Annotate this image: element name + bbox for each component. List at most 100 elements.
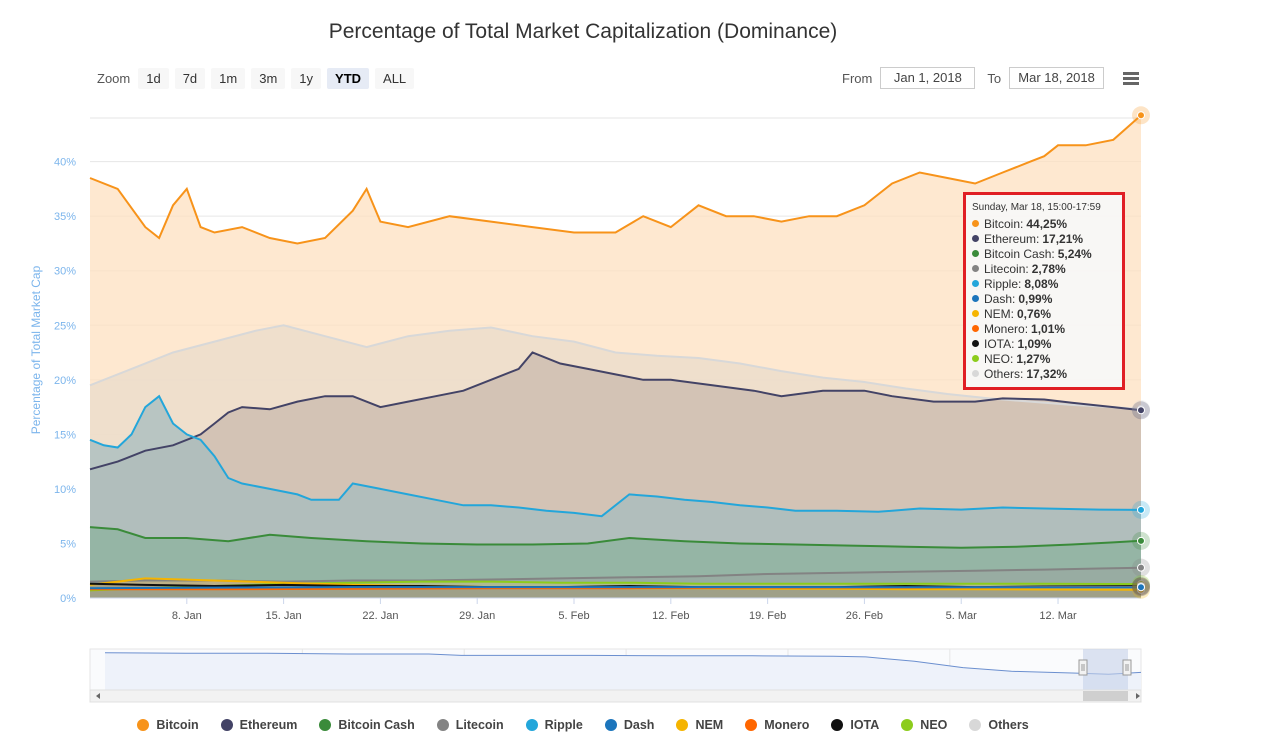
legend-dot xyxy=(525,719,538,731)
tooltip-row: Others: 17,32% xyxy=(972,367,1116,382)
x-tick-label: 15. Jan xyxy=(266,610,302,622)
scroll-right-icon[interactable] xyxy=(1136,693,1140,699)
tooltip-dot xyxy=(972,325,979,333)
marker-bitcoin-cash[interactable] xyxy=(1137,536,1145,545)
line-ethereum[interactable] xyxy=(89,351,1142,471)
legend-label: NEM xyxy=(695,718,724,732)
legend-dot xyxy=(436,719,449,731)
tooltip-series-value: 17,32% xyxy=(1026,367,1068,381)
line-others[interactable] xyxy=(89,324,1142,411)
y-tick-label: 0% xyxy=(60,593,76,605)
legend-item-bitcoin-cash[interactable]: Bitcoin Cash xyxy=(319,718,415,732)
zoom-button-1m[interactable]: 1m xyxy=(211,67,246,89)
tooltip-row: NEO: 1,27% xyxy=(972,352,1116,367)
from-date-input[interactable]: Jan 1, 2018 xyxy=(880,67,976,89)
hamburger-menu-icon[interactable] xyxy=(1120,68,1144,88)
legend-item-monero[interactable]: Monero xyxy=(745,718,809,732)
y-axis: 0% 5% 10% 15% 20% 25% 30% 35% 40% xyxy=(54,157,76,605)
tooltip-row: Dash: 0,99% xyxy=(972,292,1116,307)
marker-bitcoin[interactable] xyxy=(1137,111,1145,120)
legend-item-neo[interactable]: NEO xyxy=(901,718,947,732)
marker-ripple[interactable] xyxy=(1137,505,1145,514)
legend-label: Dash xyxy=(623,718,655,732)
tooltip-series-name: Others: xyxy=(984,367,1024,381)
line-dash[interactable] xyxy=(89,586,1141,590)
tooltip-row: Bitcoin Cash: 5,24% xyxy=(972,247,1116,262)
tooltip-series-value: 17,21% xyxy=(1042,232,1084,246)
line-ripple[interactable] xyxy=(89,394,1142,518)
tooltip-series-name: Ripple: xyxy=(984,277,1022,291)
tooltip-series-name: NEM: xyxy=(984,307,1014,321)
marker-dash[interactable] xyxy=(1137,583,1145,592)
x-tick-label: 26. Feb xyxy=(846,610,883,622)
legend-item-ethereum[interactable]: Ethereum xyxy=(220,718,298,732)
legend-label: Litecoin xyxy=(455,718,504,732)
tooltip-header: Sunday, Mar 18, 15:00-17:59 xyxy=(972,202,1101,213)
tooltip-dot xyxy=(972,295,979,303)
tooltip-series-name: Bitcoin Cash: xyxy=(984,247,1055,261)
legend-item-nem[interactable]: NEM xyxy=(676,718,723,732)
to-label: To xyxy=(987,70,1002,86)
navigator-selection[interactable] xyxy=(1083,649,1128,690)
x-tick-label: 8. Jan xyxy=(172,610,202,622)
tooltip-row: IOTA: 1,09% xyxy=(972,337,1116,352)
x-axis: 8. Jan 15. Jan 22. Jan 29. Jan 5. Feb 12. Feb… xyxy=(90,597,1141,622)
tooltip-dot xyxy=(972,355,979,363)
legend-item-dash[interactable]: Dash xyxy=(604,718,655,732)
marker-litecoin[interactable] xyxy=(1137,563,1145,572)
tooltip-series-name: Dash: xyxy=(984,292,1016,306)
legend-dot xyxy=(137,719,150,731)
legend-dot xyxy=(969,719,982,731)
tooltip-dot xyxy=(972,235,979,243)
line-bitcoin[interactable] xyxy=(89,114,1142,245)
to-date-input[interactable]: Mar 18, 2018 xyxy=(1009,67,1105,89)
legend-label: Ripple xyxy=(544,718,583,732)
y-tick-label: 15% xyxy=(54,429,76,441)
legend-dot xyxy=(831,719,844,731)
scrollbar-thumb[interactable] xyxy=(1083,691,1128,701)
tooltip-dot xyxy=(972,280,979,288)
zoom-button-1d[interactable]: 1d xyxy=(138,67,169,89)
navigator-area xyxy=(105,652,1141,690)
tooltip-row: Litecoin: 2,78% xyxy=(972,262,1116,277)
zoom-button-ytd[interactable]: YTD xyxy=(327,67,370,89)
legend-dot xyxy=(319,719,332,731)
navigator-handle[interactable] xyxy=(1122,659,1132,676)
line-bitcoin-cash[interactable] xyxy=(89,526,1142,549)
zoom-button-1y[interactable]: 1y xyxy=(291,67,322,89)
navigator: 20142015201620172018 xyxy=(89,648,1142,703)
tooltip-dot xyxy=(972,370,979,378)
legend-label: NEO xyxy=(920,718,948,732)
from-label: From xyxy=(842,70,873,86)
x-tick-label: 12. Mar xyxy=(1039,610,1077,622)
legend: Bitcoin Ethereum Bitcoin Cash Litecoin Rippl… xyxy=(0,718,1166,732)
tooltip-series-name: NEO: xyxy=(984,352,1014,366)
x-tick-label: 19. Feb xyxy=(749,610,786,622)
legend-dot xyxy=(676,719,689,731)
legend-dot xyxy=(604,719,617,731)
tooltip-dot xyxy=(972,220,979,228)
series-lines xyxy=(89,114,1142,592)
navigator-handle[interactable] xyxy=(1078,659,1088,676)
zoom-button-3m[interactable]: 3m xyxy=(251,67,286,89)
navigator-line xyxy=(104,652,1142,675)
legend-item-bitcoin[interactable]: Bitcoin xyxy=(137,718,199,732)
zoom-button-7d[interactable]: 7d xyxy=(174,67,206,89)
legend-item-litecoin[interactable]: Litecoin xyxy=(436,718,504,732)
tooltip-series-value: 8,08% xyxy=(1024,277,1059,291)
legend-item-ripple[interactable]: Ripple xyxy=(525,718,583,732)
scroll-left-icon[interactable] xyxy=(96,693,100,699)
zoom-button-all[interactable]: ALL xyxy=(375,67,415,89)
legend-label: Bitcoin Cash xyxy=(338,718,415,732)
marker-ethereum[interactable] xyxy=(1137,406,1145,415)
legend-item-others[interactable]: Others xyxy=(969,718,1029,732)
legend-item-iota[interactable]: IOTA xyxy=(831,718,879,732)
legend-label: Ethereum xyxy=(239,718,298,732)
legend-dot xyxy=(901,719,914,731)
tooltip-row: NEM: 0,76% xyxy=(972,307,1116,322)
tooltip-dot xyxy=(972,340,979,348)
scrollbar-track[interactable] xyxy=(89,689,1142,703)
tooltip-series-name: Bitcoin: xyxy=(984,217,1024,231)
tooltip-series-value: 0,76% xyxy=(1017,307,1052,321)
